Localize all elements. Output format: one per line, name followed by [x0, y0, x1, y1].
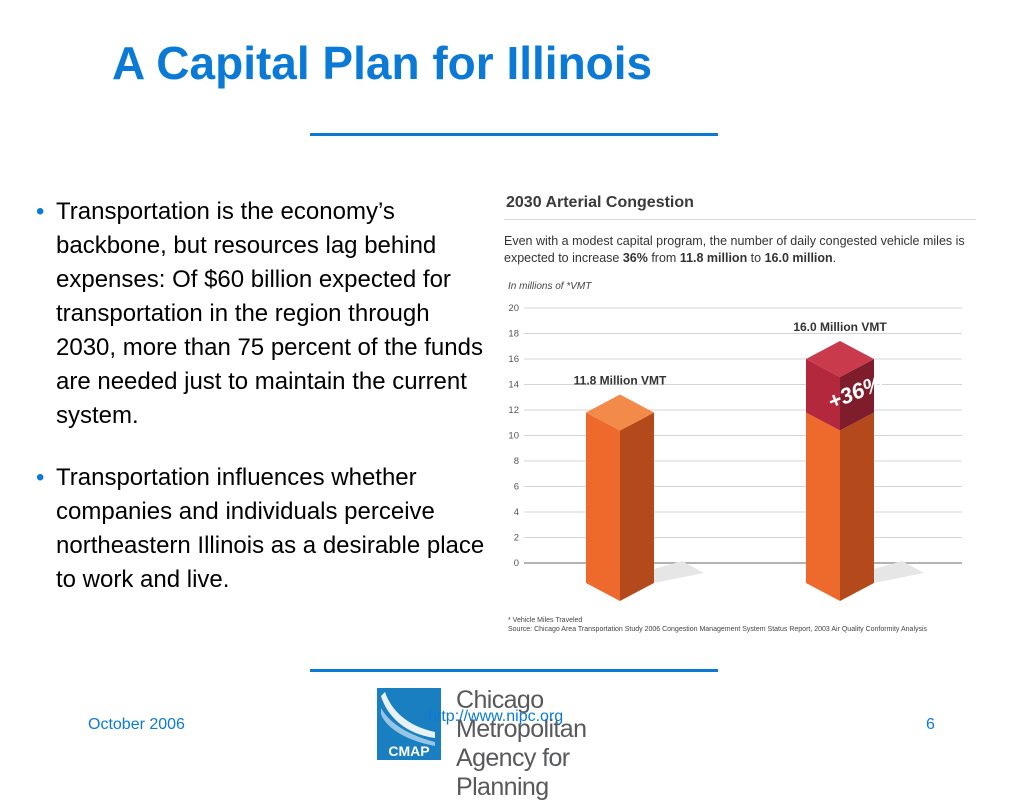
y-tick-label: 6 — [514, 482, 519, 493]
bullet-glyph: • — [36, 198, 45, 225]
chart-subtitle-part: to — [747, 251, 765, 265]
bullet-item: • Transportation is the economy’s backbo… — [34, 195, 494, 433]
congestion-chart: 2030 Arterial Congestion Even with a mod… — [500, 190, 980, 640]
y-tick-label: 4 — [514, 507, 519, 518]
bar-top-face — [586, 394, 654, 431]
bar-data-label: 11.8 Million VMT — [574, 374, 667, 388]
bullet-item: • Transportation influences whether comp… — [34, 461, 494, 597]
slide-title: A Capital Plan for Illinois — [112, 37, 653, 89]
y-tick-label: 0 — [514, 558, 519, 569]
y-tick-label: 2 — [514, 533, 519, 544]
bar-side-face — [620, 412, 654, 601]
bullet-glyph: • — [36, 464, 45, 491]
bar-top-face — [806, 341, 874, 377]
chart-footnote: * Vehicle Miles Traveled Source: Chicago… — [508, 616, 927, 634]
footer-date: October 2006 — [88, 716, 185, 733]
y-tick-label: 18 — [508, 329, 519, 340]
footer-divider — [310, 669, 718, 672]
chart-subtitle-end: 16.0 million — [764, 251, 833, 265]
chart-subtitle-part: . — [832, 251, 837, 265]
y-tick-label: 12 — [508, 405, 519, 416]
chart-subtitle-start: 11.8 million — [679, 251, 748, 265]
bar-increase-front — [806, 359, 840, 431]
chart-footnote-vmt: * Vehicle Miles Traveled — [508, 617, 583, 624]
chart-title: 2030 Arterial Congestion — [506, 194, 694, 211]
y-tick-label: 14 — [508, 380, 519, 391]
bar-shadow — [654, 561, 704, 583]
chart-subtitle-percent: 36% — [622, 251, 648, 265]
cmap-logo-icon: CMAP — [377, 688, 441, 760]
bar-front-face — [586, 412, 620, 601]
title-divider — [310, 133, 718, 136]
logo-mark-text: CMAP — [388, 743, 429, 759]
bar-shadow — [874, 561, 924, 583]
page-number: 6 — [926, 716, 935, 733]
chart-title-divider — [504, 219, 976, 220]
bar-increase-side — [840, 359, 874, 431]
y-tick-label: 8 — [514, 456, 519, 467]
bar-front-face — [806, 412, 840, 601]
bar-data-label: 16.0 Million VMT — [793, 320, 887, 334]
y-tick-label: 16 — [508, 354, 519, 365]
chart-subtitle: Even with a modest capital program, the … — [504, 233, 976, 267]
footer-url-link[interactable]: http://www.nipc.org — [428, 708, 564, 725]
chart-footnote-source: Source: Chicago Area Transportation Stud… — [508, 626, 928, 633]
logo-line-1: Chicago Metropolitan — [456, 686, 587, 743]
logo-wordmark: Chicago Metropolitan Agency for Planning — [456, 686, 656, 802]
bullet-list: • Transportation is the economy’s backbo… — [34, 195, 494, 625]
bullet-text: Transportation influences whether compan… — [56, 464, 485, 593]
y-tick-label: 20 — [508, 303, 519, 314]
logo-line-2: Agency for Planning — [456, 744, 570, 801]
chart-subtitle-part: from — [647, 251, 680, 265]
bar-side-face — [840, 412, 874, 601]
chart-unit-label: In millions of *VMT — [508, 281, 592, 292]
chart-subtitle-part: Even with a modest capital program, the … — [504, 234, 965, 265]
bullet-text: Transportation is the economy’s backbone… — [56, 198, 483, 429]
y-tick-label: 10 — [508, 431, 519, 442]
